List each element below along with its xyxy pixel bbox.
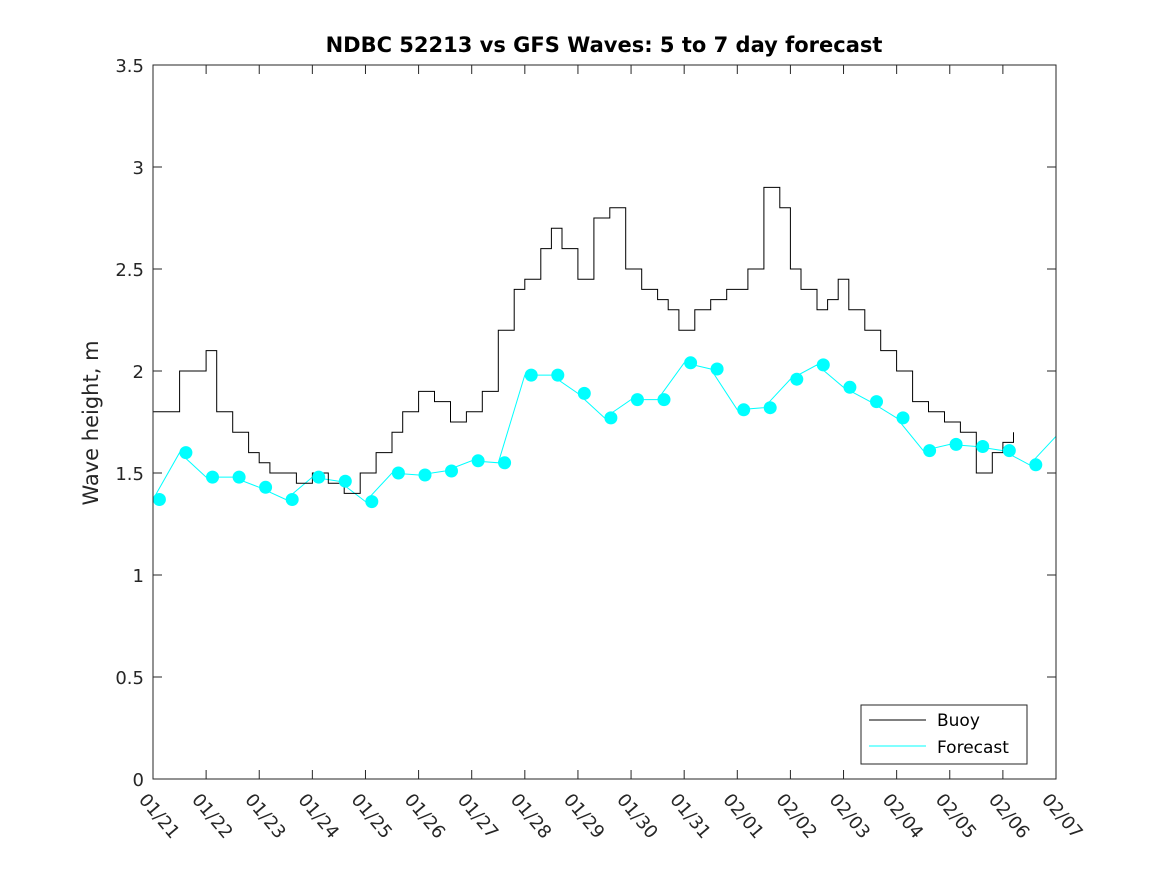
forecast-marker: [551, 368, 565, 382]
y-tick-label: 3: [133, 158, 144, 179]
y-tick-label: 2.5: [115, 260, 144, 281]
x-tick-label: 01/25: [347, 790, 396, 843]
forecast-marker: [498, 456, 512, 470]
forecast-marker: [259, 480, 273, 494]
x-tick-label: 02/07: [1037, 790, 1086, 843]
legend: Buoy Forecast: [860, 704, 1028, 765]
x-tick-label: 01/21: [134, 790, 183, 843]
x-tick-label: 01/22: [187, 790, 236, 843]
forecast-marker: [232, 470, 246, 484]
y-tick-label: 0.5: [115, 668, 144, 689]
forecast-marker: [1002, 444, 1016, 458]
y-tick-label: 1.5: [115, 464, 144, 485]
x-tick-label: 02/01: [718, 790, 767, 843]
x-tick-label: 02/04: [878, 790, 927, 843]
plot-frame: [152, 64, 1057, 780]
legend-box: [860, 704, 1028, 765]
forecast-marker: [657, 393, 671, 407]
forecast-marker: [365, 495, 379, 509]
forecast-marker: [604, 411, 618, 425]
y-tick-label: 0: [133, 770, 144, 791]
forecast-marker: [338, 474, 352, 488]
forecast-marker: [152, 493, 166, 506]
forecast-marker: [790, 372, 804, 386]
x-tick-label: 01/23: [240, 790, 289, 843]
forecast-marker: [179, 446, 193, 460]
forecast-marker: [391, 466, 405, 480]
forecast-marker: [577, 386, 591, 400]
forecast-marker: [206, 470, 219, 484]
y-tick-label: 1: [133, 566, 144, 587]
y-tick-label: 3.5: [115, 56, 144, 77]
x-tick-label: 02/06: [984, 790, 1033, 843]
forecast-marker: [816, 358, 830, 372]
forecast-marker: [976, 440, 990, 453]
forecast-marker: [843, 380, 857, 394]
x-tick-label: 01/26: [400, 790, 449, 843]
x-tick-label: 01/28: [506, 790, 555, 843]
legend-forecast-label: Forecast: [937, 738, 1009, 758]
chart-title: NDBC 52213 vs GFS Waves: 5 to 7 day fore…: [326, 33, 883, 57]
x-tick-label: 01/30: [612, 790, 661, 843]
forecast-marker: [630, 393, 644, 407]
forecast-marker: [684, 356, 698, 370]
legend-buoy-label: Buoy: [937, 711, 980, 731]
forecast-marker: [524, 368, 538, 382]
x-tick-label: 01/31: [665, 790, 714, 843]
x-tick-label: 01/24: [294, 790, 343, 843]
forecast-marker: [763, 401, 777, 415]
x-tick-label: 02/02: [772, 790, 821, 843]
forecast-series-line: [152, 362, 1057, 503]
forecast-marker: [1029, 458, 1043, 472]
forecast-marker: [923, 444, 937, 458]
forecast-marker: [949, 437, 963, 451]
forecast-marker: [312, 470, 326, 484]
forecast-marker: [896, 411, 910, 425]
forecast-marker: [710, 362, 724, 376]
forecast-marker: [870, 395, 883, 409]
x-tick-label: 01/29: [559, 790, 608, 843]
buoy-series-line: [153, 186, 1014, 494]
forecast-marker: [285, 493, 299, 506]
forecast-marker: [445, 464, 458, 478]
forecast-marker: [418, 468, 432, 482]
forecast-marker: [737, 403, 751, 417]
y-tick-label: 2: [133, 362, 144, 383]
x-tick-label: 01/27: [453, 790, 502, 843]
x-tick-label: 02/03: [825, 790, 874, 843]
x-tick-label: 02/05: [931, 790, 980, 843]
y-axis-label: Wave height, m: [79, 340, 103, 505]
forecast-marker: [471, 454, 485, 468]
